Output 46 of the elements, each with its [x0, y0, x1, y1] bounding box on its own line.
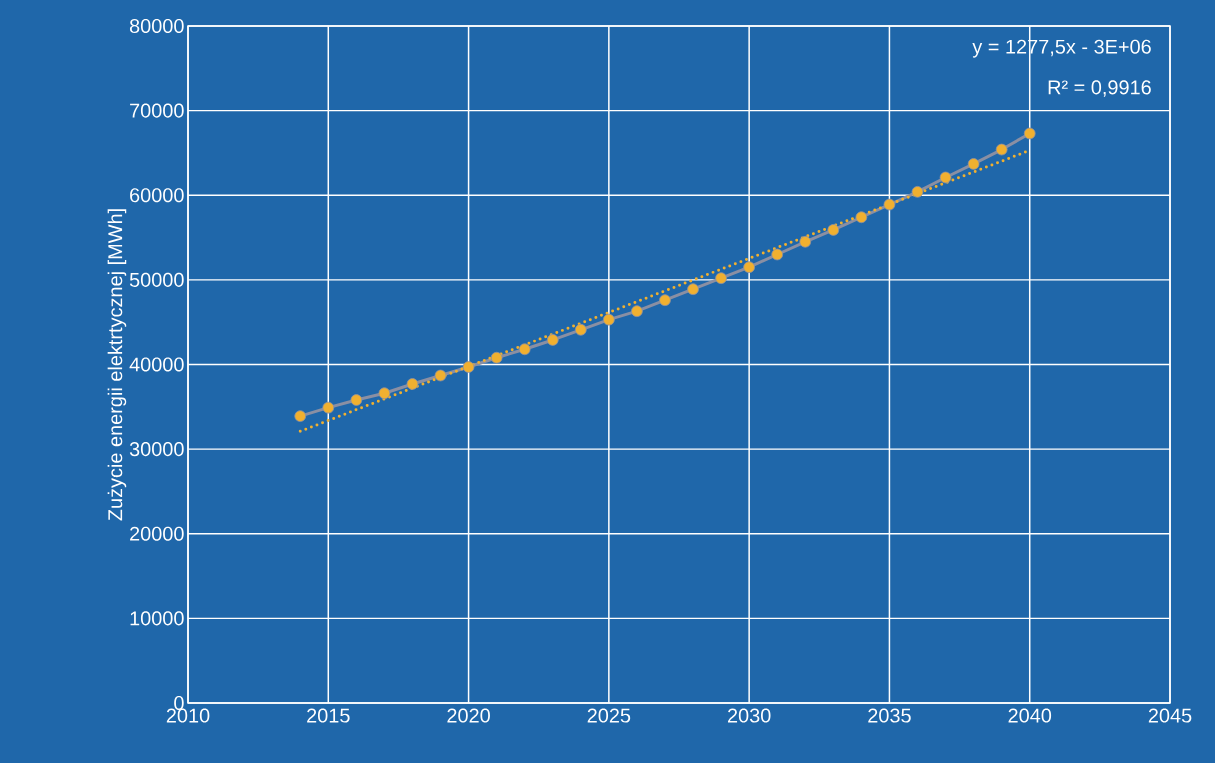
point: [434, 369, 447, 382]
y-tick-label: 40000: [129, 357, 184, 372]
x-tick-label: 2025: [587, 708, 631, 723]
point: [883, 198, 896, 211]
y-tick-label: 60000: [130, 188, 184, 203]
point: [490, 351, 503, 364]
point: [939, 171, 952, 184]
point: [687, 283, 699, 296]
x-tick-label: 2010: [166, 708, 210, 723]
point: [911, 185, 924, 198]
y-tick-label: 0: [174, 695, 184, 711]
point: [350, 394, 363, 406]
annotation: R² = 0,9916: [1048, 80, 1151, 97]
point: [743, 261, 756, 274]
point: [322, 401, 335, 414]
point: [602, 313, 615, 326]
y-axis-title: Zużycie energii elektrtycznej [MWh]: [107, 209, 127, 521]
x-tick-label: 2020: [447, 708, 490, 723]
point: [462, 361, 475, 373]
point: [827, 224, 840, 236]
y-tick-label: 70000: [130, 103, 184, 118]
point: [659, 294, 671, 307]
point: [995, 143, 1008, 156]
y-tick-label: 80000: [129, 18, 184, 34]
point: [855, 211, 868, 224]
x-tick-label: 2040: [1008, 708, 1052, 723]
point: [967, 158, 980, 170]
point: [546, 334, 559, 346]
point: [799, 235, 812, 248]
point: [715, 272, 727, 285]
point: [574, 323, 587, 336]
y-tick-label: 50000: [129, 272, 184, 287]
point: [1023, 127, 1036, 140]
x-tick-label: 2045: [1148, 708, 1192, 723]
x-tick-label: 2035: [868, 708, 911, 723]
point: [631, 305, 643, 318]
x-tick-label: 2030: [727, 708, 771, 723]
y-tick-label: 30000: [129, 442, 184, 457]
point: [771, 248, 784, 261]
x-tick-label: 2015: [307, 708, 350, 723]
point: [378, 387, 391, 400]
point: [406, 378, 419, 390]
point: [294, 410, 307, 422]
y-tick-label: 20000: [130, 526, 184, 541]
y-tick-label: 10000: [130, 611, 184, 626]
point: [518, 343, 531, 356]
